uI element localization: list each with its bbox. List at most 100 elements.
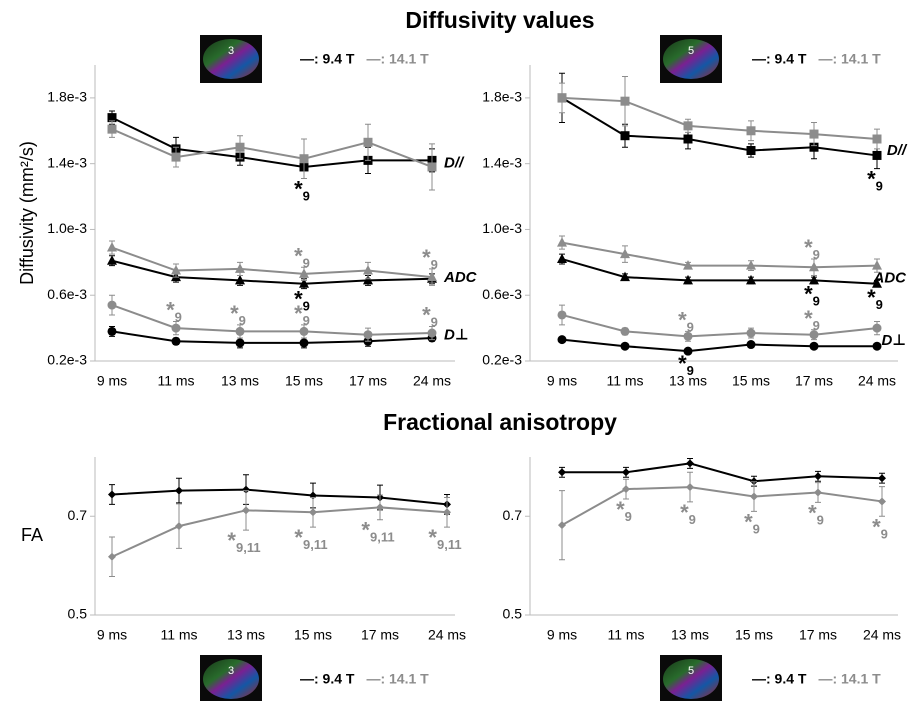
marker: [620, 271, 630, 282]
x-tick-label: 13 ms: [221, 373, 259, 389]
thumbnail-brain: [663, 39, 719, 79]
marker: [558, 521, 566, 530]
marker: [746, 260, 756, 270]
series-line: [111, 506, 448, 558]
y-axis-label: FA: [21, 525, 43, 545]
marker: [746, 274, 756, 285]
x-tick-label: 24 ms: [428, 627, 466, 643]
significance-subscript: 9: [303, 299, 310, 314]
y-tick-label: 1.4e-3: [47, 154, 87, 170]
significance-star: *: [678, 351, 687, 376]
marker: [235, 326, 245, 336]
x-tick-label: 9 ms: [547, 373, 577, 389]
significance-mark: *9: [230, 301, 246, 329]
y-tick-label: 1.8e-3: [482, 89, 522, 105]
marker: [171, 323, 181, 333]
marker: [809, 129, 819, 139]
significance-star: *: [422, 302, 431, 327]
x-tick-label: 13 ms: [669, 373, 707, 389]
significance-mark: *9: [678, 351, 694, 379]
significance-mark: *9: [616, 497, 632, 525]
thumbnail-brain: [203, 39, 259, 79]
marker: [235, 263, 245, 273]
marker: [557, 335, 567, 345]
significance-subscript: 9: [431, 315, 438, 330]
marker: [107, 255, 117, 265]
marker: [363, 137, 373, 147]
x-tick-label: 13 ms: [671, 627, 709, 643]
x-tick-label: 9 ms: [97, 373, 127, 389]
marker: [683, 260, 693, 270]
section-title: Diffusivity values: [405, 7, 594, 33]
marker: [683, 331, 693, 341]
marker: [376, 503, 384, 512]
marker: [622, 468, 630, 477]
marker: [299, 268, 309, 278]
marker: [814, 488, 822, 497]
series-line: [111, 116, 432, 168]
significance-subscript: 9: [687, 363, 694, 378]
series-line: [561, 486, 883, 527]
x-tick-label: 11 ms: [160, 627, 197, 643]
x-tick-label: 24 ms: [413, 373, 451, 389]
series-line: [561, 338, 877, 353]
significance-subscript: 9: [687, 320, 694, 335]
series-group-label: D⊥: [881, 332, 906, 349]
marker: [872, 260, 882, 270]
legend-entry: —: 14.1 T: [366, 671, 429, 687]
marker: [872, 150, 882, 160]
thumbnail-label: 5: [688, 45, 694, 57]
marker: [235, 142, 245, 152]
significance-subscript: 9: [689, 512, 696, 527]
significance-star: *: [804, 235, 813, 260]
marker: [683, 346, 693, 356]
significance-mark: *9: [867, 285, 883, 313]
significance-subscript: 9,11: [370, 530, 395, 545]
significance-mark: *9: [422, 245, 438, 273]
significance-star: *: [230, 301, 239, 326]
marker: [746, 146, 756, 156]
significance-subscript: 9: [876, 297, 883, 312]
x-tick-label: 17 ms: [361, 627, 399, 643]
series-line: [562, 462, 883, 483]
marker: [427, 162, 437, 172]
marker: [363, 330, 373, 340]
marker: [620, 326, 630, 336]
x-tick-label: 11 ms: [607, 627, 644, 643]
significance-subscript: 9: [303, 313, 310, 328]
significance-star: *: [422, 245, 431, 270]
marker: [443, 508, 451, 517]
significance-mark: *9,11: [361, 518, 394, 546]
significance-subscript: 9: [431, 257, 438, 272]
marker: [107, 326, 117, 336]
marker: [809, 142, 819, 152]
x-tick-label: 9 ms: [547, 627, 577, 643]
series-line: [111, 304, 433, 336]
marker: [427, 271, 437, 282]
significance-star: *: [872, 514, 881, 539]
marker: [809, 341, 819, 351]
marker: [746, 340, 756, 350]
series-line: [561, 241, 878, 269]
significance-mark: *9: [804, 282, 820, 310]
significance-mark: *9: [294, 243, 310, 271]
marker: [809, 330, 819, 340]
marker: [242, 506, 250, 515]
series-line: [111, 330, 433, 344]
marker: [683, 134, 693, 144]
marker: [235, 274, 245, 285]
significance-subscript: 9: [175, 310, 182, 325]
marker: [683, 121, 693, 131]
x-tick-label: 24 ms: [858, 373, 896, 389]
significance-mark: *9: [678, 307, 694, 335]
significance-subscript: 9: [239, 313, 246, 328]
thumbnail-label: 3: [228, 665, 234, 677]
marker: [299, 338, 309, 348]
marker: [746, 126, 756, 136]
series-line: [111, 246, 433, 279]
marker: [557, 237, 567, 247]
x-tick-label: 13 ms: [227, 627, 265, 643]
significance-subscript: 9,11: [437, 538, 462, 553]
series-line: [111, 488, 448, 506]
